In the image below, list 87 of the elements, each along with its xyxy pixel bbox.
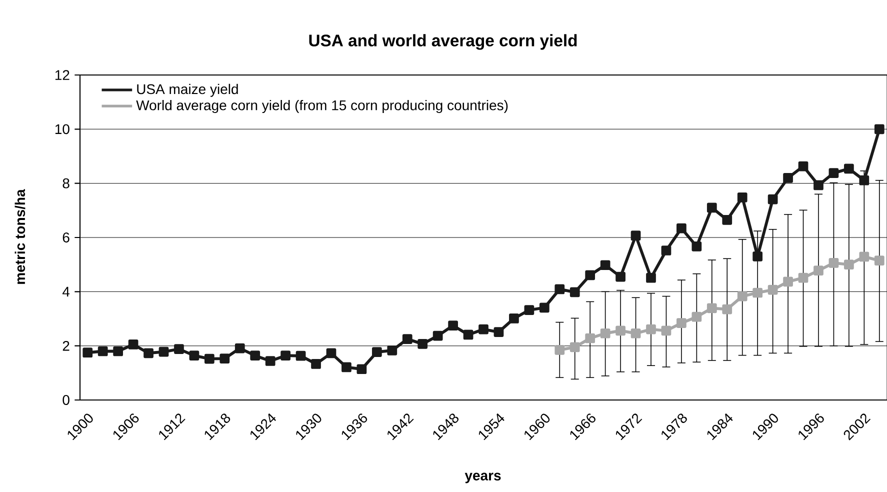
point (676, 223, 686, 234)
point (311, 359, 321, 369)
point (630, 230, 641, 241)
point (844, 260, 854, 270)
y-tick-label: 12 (55, 70, 70, 80)
point (585, 270, 596, 280)
point (234, 343, 245, 354)
point (418, 339, 428, 349)
y-tick-label: 8 (62, 178, 70, 188)
point (661, 246, 672, 256)
point (189, 350, 200, 361)
legend-label: World average corn yield (from 15 corn producing countries) (136, 100, 508, 114)
point (448, 320, 458, 330)
point (494, 327, 504, 337)
point (554, 344, 565, 355)
y-tick-label: 0 (62, 395, 70, 405)
point (342, 362, 352, 372)
point (752, 252, 763, 262)
point (828, 168, 839, 178)
point (798, 161, 808, 172)
point (814, 180, 824, 190)
point (158, 346, 169, 357)
point (616, 326, 626, 336)
point (204, 354, 214, 364)
point (828, 258, 839, 268)
point (570, 342, 580, 352)
point (570, 287, 580, 298)
point (356, 364, 367, 374)
point (783, 276, 793, 287)
point (113, 346, 124, 356)
point (265, 356, 276, 366)
y-tick-label: 2 (62, 340, 70, 351)
point (661, 326, 672, 336)
point (859, 175, 870, 186)
point (874, 124, 884, 134)
legend-label: USA maize yield (137, 84, 238, 97)
point (768, 194, 778, 204)
y-tick-label: 4 (62, 286, 70, 296)
x-axis-title: years (464, 472, 501, 484)
point (174, 344, 184, 354)
y-tick-label: 6 (62, 232, 70, 242)
y-tick-label: 10 (55, 124, 70, 134)
point (814, 266, 824, 276)
point (600, 260, 610, 270)
point (463, 330, 474, 340)
point (296, 350, 306, 361)
point (280, 350, 290, 361)
point (82, 348, 93, 358)
point (98, 346, 108, 356)
point (706, 202, 717, 213)
point (144, 348, 154, 358)
point (706, 303, 717, 314)
chart-title: USA and world average corn yield (309, 34, 577, 50)
point (874, 256, 884, 266)
point (554, 284, 565, 294)
point (676, 318, 686, 328)
point (646, 324, 656, 334)
point (524, 305, 534, 316)
point (692, 241, 702, 252)
point (737, 291, 748, 302)
point (752, 288, 763, 298)
point (630, 328, 641, 338)
point (692, 312, 702, 322)
point (722, 304, 732, 314)
y-axis-title: metric tons/ha (14, 189, 26, 284)
point (585, 333, 596, 344)
point (600, 328, 610, 338)
point (616, 272, 626, 282)
point (646, 272, 656, 283)
point (478, 324, 488, 334)
point (798, 272, 808, 283)
point (859, 252, 870, 262)
point (783, 172, 793, 183)
point (844, 164, 854, 174)
point (539, 302, 550, 313)
point (326, 348, 336, 358)
point (722, 214, 732, 225)
point (387, 346, 398, 356)
point (220, 354, 230, 364)
point (432, 330, 443, 341)
point (402, 334, 412, 344)
point (250, 350, 260, 361)
point (737, 192, 748, 202)
point (509, 314, 519, 324)
point (768, 284, 778, 295)
point (372, 347, 382, 357)
point (128, 340, 138, 350)
